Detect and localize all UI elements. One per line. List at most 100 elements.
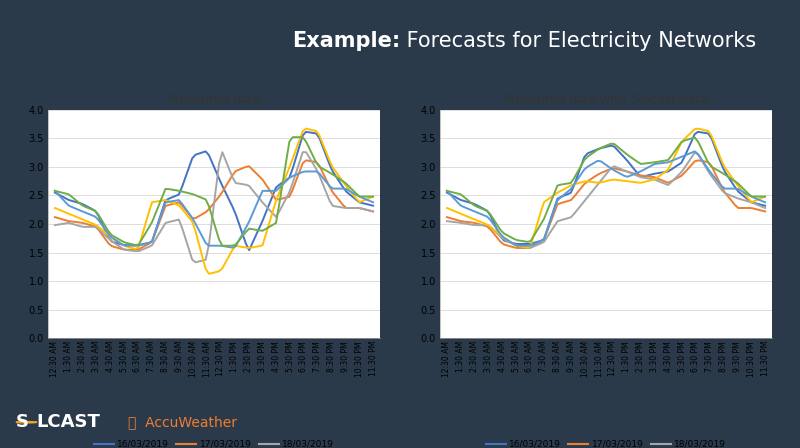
Line: 17/03/2019: 17/03/2019 [447, 160, 765, 248]
20/03/2019 [536, 239, 546, 244]
18/03/2019 [526, 245, 535, 250]
17/03/2019 [740, 205, 750, 211]
17/03/2019 [513, 246, 522, 251]
19/03/2019 [141, 222, 150, 227]
20/03/2019 [141, 241, 150, 246]
21/03/2019 [187, 191, 197, 197]
16/03/2019 [368, 203, 378, 208]
20/03/2019 [94, 217, 103, 223]
19/03/2019 [368, 194, 378, 199]
Line: 17/03/2019: 17/03/2019 [55, 160, 373, 250]
Line: 20/03/2019: 20/03/2019 [55, 172, 373, 248]
20/03/2019 [616, 172, 626, 177]
17/03/2019 [694, 158, 703, 163]
19/03/2019 [50, 205, 60, 211]
18/03/2019 [740, 198, 750, 203]
17/03/2019 [224, 178, 234, 184]
19/03/2019 [214, 269, 224, 274]
17/03/2019 [442, 215, 452, 220]
17/03/2019 [536, 239, 546, 245]
21/03/2019 [536, 222, 546, 227]
19/03/2019 [486, 224, 495, 229]
21/03/2019 [740, 188, 750, 193]
18/03/2019 [536, 241, 546, 246]
16/03/2019 [582, 151, 592, 156]
17/03/2019 [582, 179, 592, 184]
20/03/2019 [606, 166, 616, 171]
21/03/2019 [348, 188, 358, 193]
17/03/2019 [368, 209, 378, 214]
Text: Forecasts for Electricity Networks: Forecasts for Electricity Networks [400, 31, 756, 51]
20/03/2019 [486, 217, 495, 223]
21/03/2019 [211, 226, 221, 231]
Line: 21/03/2019: 21/03/2019 [55, 137, 373, 246]
Line: 19/03/2019: 19/03/2019 [447, 129, 765, 248]
19/03/2019 [582, 179, 592, 184]
21/03/2019 [50, 188, 60, 194]
19/03/2019 [740, 192, 750, 197]
19/03/2019 [606, 177, 616, 183]
Line: 19/03/2019: 19/03/2019 [55, 129, 373, 274]
17/03/2019 [302, 158, 311, 163]
17/03/2019 [486, 227, 495, 232]
18/03/2019 [582, 194, 592, 200]
18/03/2019 [348, 205, 358, 211]
20/03/2019 [187, 215, 197, 221]
Text: Example:: Example: [292, 31, 400, 51]
20/03/2019 [760, 200, 770, 205]
16/03/2019 [211, 168, 221, 173]
19/03/2019 [760, 194, 770, 199]
16/03/2019 [486, 213, 495, 218]
21/03/2019 [218, 243, 227, 248]
Text: LCAST: LCAST [36, 413, 100, 431]
20/03/2019 [513, 243, 522, 248]
17/03/2019 [616, 168, 626, 173]
17/03/2019 [50, 215, 60, 220]
17/03/2019 [190, 215, 200, 221]
16/03/2019 [513, 241, 522, 247]
16/03/2019 [616, 151, 626, 157]
21/03/2019 [486, 212, 495, 217]
Line: 16/03/2019: 16/03/2019 [55, 132, 373, 250]
16/03/2019 [694, 129, 703, 134]
16/03/2019 [740, 194, 750, 200]
Line: 21/03/2019: 21/03/2019 [447, 138, 765, 242]
20/03/2019 [211, 243, 221, 248]
16/03/2019 [94, 213, 103, 219]
18/03/2019 [190, 259, 200, 265]
20/03/2019 [348, 190, 358, 196]
21/03/2019 [442, 188, 452, 194]
Text: 🌤  AccuWeather: 🌤 AccuWeather [128, 415, 237, 429]
18/03/2019 [442, 219, 452, 224]
16/03/2019 [221, 190, 230, 195]
18/03/2019 [224, 166, 234, 172]
21/03/2019 [368, 194, 378, 199]
17/03/2019 [144, 241, 154, 246]
21/03/2019 [690, 135, 699, 140]
21/03/2019 [522, 239, 532, 245]
20/03/2019 [690, 149, 699, 154]
Line: 18/03/2019: 18/03/2019 [55, 152, 373, 262]
Circle shape [16, 422, 37, 423]
19/03/2019 [348, 192, 358, 197]
19/03/2019 [187, 219, 197, 224]
20/03/2019 [368, 200, 378, 205]
18/03/2019 [368, 209, 378, 214]
18/03/2019 [187, 257, 197, 263]
21/03/2019 [760, 194, 770, 199]
21/03/2019 [224, 243, 234, 248]
19/03/2019 [94, 224, 103, 229]
21/03/2019 [582, 154, 592, 159]
19/03/2019 [536, 210, 546, 215]
Line: 16/03/2019: 16/03/2019 [447, 132, 765, 244]
18/03/2019 [94, 226, 103, 232]
Title: Measured load: Measured load [168, 93, 260, 106]
17/03/2019 [348, 205, 358, 211]
18/03/2019 [616, 166, 626, 172]
Title: Measured load with Solcast data: Measured load with Solcast data [504, 93, 708, 106]
16/03/2019 [442, 190, 452, 195]
18/03/2019 [690, 150, 699, 155]
16/03/2019 [302, 129, 311, 134]
18/03/2019 [298, 150, 307, 155]
20/03/2019 [221, 244, 230, 249]
